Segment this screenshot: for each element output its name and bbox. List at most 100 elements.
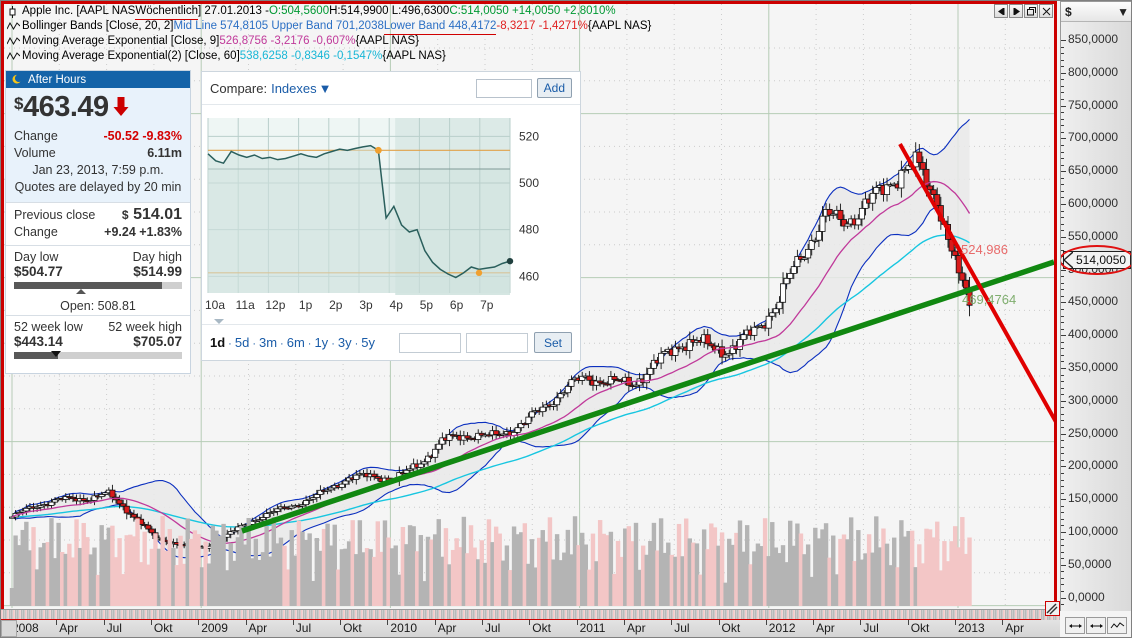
- horizontal-scroll-left[interactable]: [1, 620, 17, 637]
- fit-width-icon[interactable]: [1065, 617, 1085, 634]
- legend-row-1[interactable]: Bollinger Bands [Close, 20, 2] Mid Line …: [6, 19, 1047, 35]
- price-minor-tick: [1061, 79, 1064, 81]
- legend-row-2[interactable]: Moving Average Exponential [Close, 9] 52…: [6, 34, 1047, 49]
- time-tick-label: Apr: [59, 621, 78, 635]
- zoom-horizontal-icon[interactable]: [1086, 617, 1106, 634]
- price-minor-tick: [1061, 85, 1064, 87]
- price-minor-tick: [1061, 545, 1064, 547]
- chevron-down-icon[interactable]: ▼: [1117, 4, 1129, 19]
- change-label: Change: [14, 129, 58, 143]
- week52-range-bar: [14, 351, 182, 365]
- price-minor-tick: [1061, 322, 1064, 324]
- range-link-1y[interactable]: 1y: [314, 335, 329, 350]
- indicator-wave-icon: [6, 21, 21, 33]
- price-minor-tick: [1061, 427, 1064, 429]
- time-tick-mark: [340, 620, 342, 625]
- time-tick-mark: [907, 620, 909, 625]
- price-minor-tick: [1061, 505, 1064, 507]
- compare-symbol-input[interactable]: [475, 78, 532, 98]
- price-tick-label: 300,0000: [1068, 392, 1119, 407]
- delay-note: Quotes are delayed by 20 min: [14, 180, 182, 194]
- price-tick-mark: [1061, 236, 1066, 238]
- legend-row-3[interactable]: Moving Average Exponential(2) [Close, 60…: [6, 49, 1047, 64]
- intraday-quote-chart-panel: Compare: Indexes ▼ Add 520 500 480 460 10a 11a…: [201, 71, 581, 361]
- price-minor-tick: [1061, 492, 1064, 494]
- time-tick-label: 2010: [390, 621, 418, 635]
- price-minor-tick: [1061, 387, 1064, 389]
- prev-change-value: +9.24 +1.83%: [104, 225, 182, 239]
- range-link-3y[interactable]: 3y: [337, 335, 352, 350]
- price-minor-tick: [1061, 604, 1064, 606]
- svg-text:469,4764: 469,4764: [962, 292, 1016, 307]
- restore-window-icon[interactable]: [1024, 4, 1038, 18]
- price-minor-tick: [1061, 446, 1064, 448]
- date-from-input[interactable]: [398, 332, 461, 353]
- price-tick-mark: [1061, 269, 1066, 271]
- price-minor-tick: [1061, 151, 1064, 153]
- compare-dropdown[interactable]: Indexes ▼: [271, 80, 332, 96]
- moon-icon: [12, 74, 23, 85]
- price-block: $463.49 Change -50.52 -9.83% Volume 6.11…: [6, 88, 190, 202]
- range-link-6m[interactable]: 6m: [286, 335, 305, 350]
- range-separator: ·: [228, 338, 232, 350]
- compare-label: Compare:: [210, 80, 268, 96]
- price-minor-tick: [1061, 453, 1064, 455]
- chart-style-icon[interactable]: [1107, 617, 1127, 634]
- time-tick-label: Okt: [153, 621, 173, 635]
- close-window-icon[interactable]: [1039, 4, 1053, 18]
- time-tick-mark: [765, 620, 767, 625]
- price-tick-mark: [1061, 597, 1066, 599]
- legend-seg-2-1: 526,8756 -3,2176 -0,607%: [219, 35, 356, 47]
- time-axis-tick-strip: [1, 610, 1060, 620]
- price-minor-tick: [1061, 210, 1064, 212]
- previous-close-value: 514.01: [133, 206, 182, 223]
- price-minor-tick: [1061, 289, 1064, 291]
- legend-seg-1-2: Lower Band 448,4172: [383, 19, 497, 35]
- range-link-5y[interactable]: 5y: [361, 335, 375, 350]
- price-minor-tick: [1061, 551, 1064, 553]
- change-value: -50.52 -9.83%: [103, 129, 182, 143]
- price-minor-tick: [1061, 223, 1064, 225]
- range-separator: ·: [354, 338, 359, 350]
- time-axis[interactable]: 2008 Apr Jul Okt 2009 Apr Jul Okt 2010 Apr Jul Okt 2…: [1, 609, 1060, 637]
- price-tick-mark: [1061, 564, 1066, 566]
- day-range-bar: [14, 282, 182, 295]
- price-tick-mark: [1061, 105, 1066, 107]
- svg-text:10a: 10a: [205, 298, 225, 312]
- time-tick-label: Okt: [532, 621, 551, 635]
- time-tick-mark: [860, 620, 862, 625]
- price-tick-mark: [1061, 72, 1066, 74]
- legend-row-0[interactable]: Apple Inc. [AAPL NAS Wöchentlich] 27.01.…: [7, 4, 1047, 20]
- week52-high-label: 52 week high: [108, 320, 182, 334]
- week52-high-value: $705.07: [133, 334, 182, 349]
- range-link-1d[interactable]: 1d: [210, 335, 226, 350]
- add-button[interactable]: Add: [536, 78, 572, 98]
- price-minor-tick: [1061, 99, 1064, 101]
- week52-range-block: 52 week low 52 week high $443.14 $705.07: [6, 315, 190, 373]
- price-minor-tick: [1061, 46, 1064, 48]
- back-arrow-icon[interactable]: [994, 4, 1008, 18]
- time-tick-label: Apr: [816, 621, 835, 635]
- price-axis[interactable]: $ ▼ 850,0000 800,0000 750,0000 700,0000 650,…: [1060, 1, 1131, 611]
- day-high-label: Day high: [132, 250, 182, 264]
- price-minor-tick: [1061, 486, 1064, 488]
- price-minor-tick: [1061, 571, 1064, 573]
- price-minor-tick: [1061, 59, 1064, 61]
- compare-row: Compare: Indexes ▼ Add: [202, 72, 580, 105]
- range-link-5d[interactable]: 5d: [234, 335, 250, 350]
- price-minor-tick: [1061, 558, 1064, 560]
- price-minor-tick: [1061, 354, 1064, 356]
- range-link-3m[interactable]: 3m: [258, 335, 278, 350]
- date-to-input[interactable]: [465, 332, 528, 353]
- svg-text:6p: 6p: [450, 298, 464, 312]
- price-tick-label: 250,0000: [1068, 425, 1119, 440]
- down-arrow-icon: [113, 91, 129, 125]
- price-minor-tick: [1061, 308, 1064, 310]
- volume-row: Volume 6.11m: [14, 145, 182, 162]
- forward-arrow-icon[interactable]: [1009, 4, 1023, 18]
- price-tick-label: 400,0000: [1068, 327, 1119, 342]
- price-tick-mark: [1061, 40, 1066, 41]
- chart-resize-grip[interactable]: [1045, 601, 1060, 616]
- change-row: Change -50.52 -9.83%: [14, 128, 182, 145]
- set-button[interactable]: Set: [533, 332, 572, 353]
